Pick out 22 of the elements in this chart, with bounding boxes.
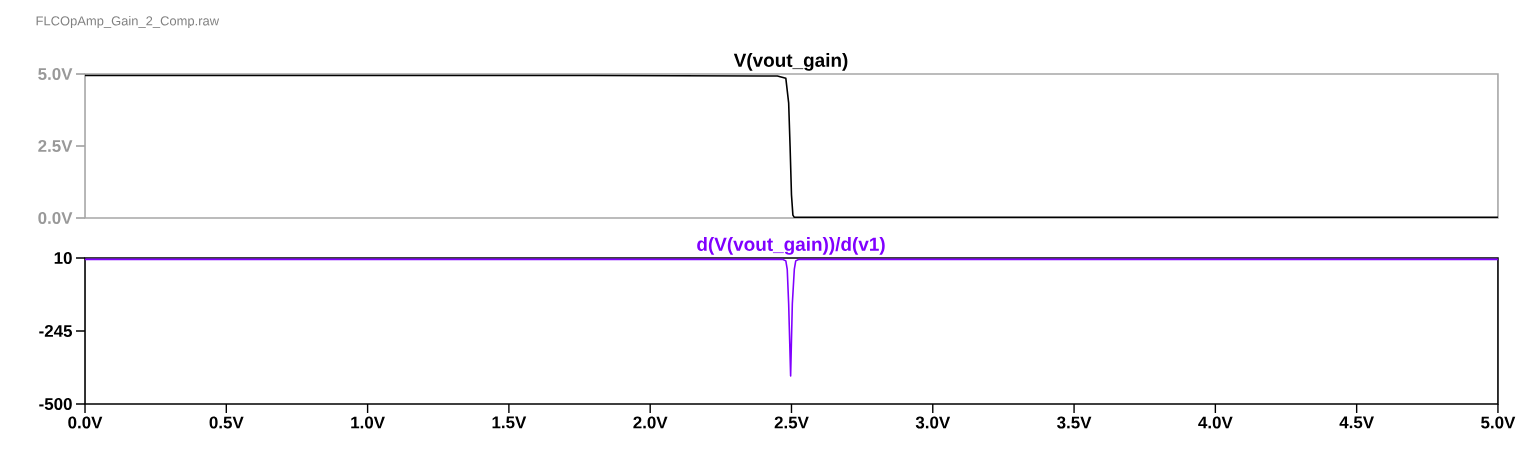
y-tick-label: -500	[39, 397, 72, 410]
x-tick-label: 1.5V	[492, 416, 527, 429]
y-tick-label: -245	[39, 324, 73, 337]
text: FLCOpAmp_Gain_2_Comp.raw	[36, 15, 220, 29]
x-tick-label: 1.0V	[351, 416, 385, 429]
series-label: V(vout_gain)	[733, 53, 848, 71]
y-tick-label: 5.0V	[38, 67, 73, 80]
line-series	[85, 258, 1498, 377]
series-label: d(V(vout_gain))/d(v1)	[697, 237, 885, 255]
x-tick-label: 2.0V	[633, 416, 668, 429]
y-tick-label: 2.5V	[38, 139, 73, 152]
x-tick-label: 5.0V	[1481, 416, 1516, 429]
x-tick-label: 4.0V	[1198, 416, 1233, 429]
y-tick-label: 0.0V	[38, 211, 73, 224]
x-tick-label: 0.5V	[209, 416, 244, 429]
line-series	[85, 74, 1498, 218]
x-tick-label: 3.5V	[1057, 416, 1092, 429]
x-tick-label: 3.0V	[915, 416, 951, 429]
x-tick-label: 4.5V	[1339, 416, 1374, 429]
x-tick-label: 2.5V	[774, 416, 809, 429]
y-tick-label: 10	[54, 251, 72, 264]
x-tick-label: 0.0V	[68, 416, 103, 429]
